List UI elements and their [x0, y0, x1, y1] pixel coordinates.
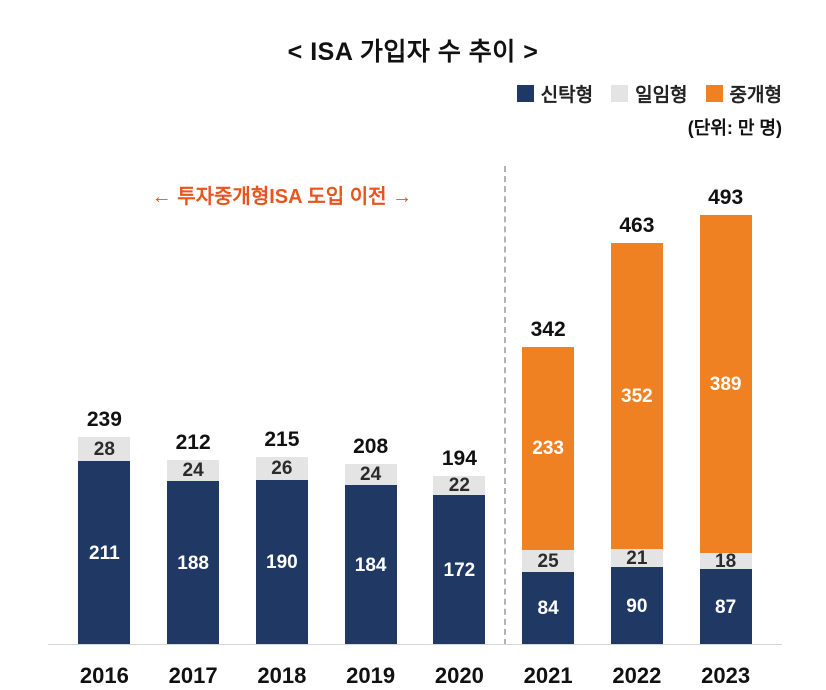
- segment-discretionary-2017: 24: [167, 460, 220, 481]
- bar-2023: 87 18 389: [699, 215, 752, 645]
- x-tick-2023: 2023: [701, 663, 751, 688]
- segment-value-trust-2017: 188: [177, 552, 209, 574]
- total-label-2016: 239: [86, 408, 122, 431]
- segment-value-trust-2016: 211: [89, 542, 120, 564]
- legend: 신탁형 일임형 중개형: [516, 80, 782, 107]
- segment-trust-2023: 87: [699, 569, 752, 645]
- total-label-2019: 208: [353, 435, 389, 458]
- x-tick-2017: 2017: [168, 663, 218, 688]
- segment-brokerage-2022: 352: [610, 243, 663, 549]
- segment-value-brokerage-2021: 233: [532, 438, 564, 459]
- x-axis-line: [48, 644, 782, 645]
- segment-trust-2020: 172: [433, 495, 486, 645]
- legend-swatch-trust: [516, 85, 534, 102]
- legend-swatch-discretionary: [611, 85, 629, 102]
- legend-label-brokerage: 중개형: [729, 85, 782, 106]
- legend-label-trust: 신탁형: [540, 85, 594, 106]
- bar-slot-2020: 194 172 22 2020: [415, 158, 504, 687]
- bar-slot-2018: 215 190 26 2018: [238, 158, 327, 687]
- bar-slot-2017: 212 188 24 2017: [149, 158, 238, 687]
- segment-discretionary-2019: 24: [344, 464, 397, 485]
- segment-value-brokerage-2023: 389: [709, 373, 742, 395]
- segment-value-trust-2018: 190: [266, 552, 298, 573]
- bar-slot-2016: 239 211 28 2016: [60, 158, 149, 687]
- segment-value-discretionary-2018: 26: [271, 458, 293, 479]
- segment-value-brokerage-2022: 352: [621, 385, 653, 407]
- x-tick-2021: 2021: [523, 663, 573, 688]
- x-tick-2022: 2022: [612, 663, 662, 688]
- bar-2016: 211 28: [78, 437, 131, 645]
- segment-value-discretionary-2020: 22: [448, 475, 470, 496]
- segment-value-discretionary-2023: 18: [715, 550, 737, 572]
- plot-area: ← 투자중개형ISA 도입 이전 → 239 211 28 2016 212 188 24 2…: [48, 158, 782, 687]
- segment-trust-2021: 84: [522, 572, 575, 645]
- legend-label-discretionary: 일임형: [635, 85, 688, 106]
- segment-value-trust-2022: 90: [626, 595, 648, 617]
- bar-2021: 84 25 233: [522, 347, 575, 645]
- bar-2017: 188 24: [167, 460, 220, 645]
- x-tick-2018: 2018: [257, 663, 307, 688]
- total-label-2021: 342: [530, 318, 566, 341]
- segment-trust-2016: 211: [78, 461, 131, 645]
- total-label-2020: 194: [441, 447, 477, 470]
- legend-item-discretionary: 일임형: [611, 80, 688, 107]
- segment-value-discretionary-2017: 24: [182, 460, 204, 481]
- segment-value-trust-2021: 84: [537, 598, 559, 619]
- segment-value-discretionary-2021: 25: [537, 550, 559, 572]
- total-label-2022: 463: [619, 214, 655, 237]
- bar-2018: 190 26: [255, 457, 308, 645]
- segment-discretionary-2023: 18: [699, 550, 752, 572]
- segment-brokerage-2023: 389: [699, 215, 752, 553]
- bar-2019: 184 24: [344, 464, 397, 645]
- segment-discretionary-2018: 26: [255, 457, 308, 480]
- segment-brokerage-2021: 233: [522, 347, 575, 550]
- bar-slot-2023: 493 87 18 389 2023: [681, 158, 770, 687]
- segment-discretionary-2020: 22: [433, 475, 486, 496]
- unit-label: (단위: 만 명): [687, 118, 782, 138]
- segment-discretionary-2021: 25: [522, 550, 575, 572]
- total-label-2023: 493: [708, 186, 744, 209]
- bar-slot-2019: 208 184 24 2019: [326, 158, 415, 687]
- segment-trust-2019: 184: [344, 485, 397, 645]
- legend-swatch-brokerage: [705, 85, 723, 102]
- bars-container: 239 211 28 2016 212 188 24 2017 215 190 26 2018 208 1…: [60, 158, 770, 687]
- segment-value-discretionary-2016: 28: [93, 438, 115, 460]
- x-tick-2016: 2016: [79, 663, 129, 688]
- introduction-divider-dashed-line: [503, 166, 506, 645]
- segment-value-trust-2020: 172: [443, 559, 476, 581]
- segment-discretionary-2022: 21: [610, 547, 663, 569]
- chart-title: < ISA 가입자 수 추이 >: [287, 38, 539, 66]
- x-tick-2019: 2019: [346, 663, 396, 688]
- bar-slot-2021: 342 84 25 233 2021: [504, 158, 593, 687]
- segment-value-discretionary-2019: 24: [360, 464, 382, 485]
- legend-item-brokerage: 중개형: [705, 80, 782, 107]
- total-label-2018: 215: [264, 428, 300, 451]
- segment-discretionary-2016: 28: [78, 437, 131, 461]
- bar-2022: 90 21 352: [610, 243, 663, 645]
- segment-trust-2018: 190: [255, 480, 308, 645]
- segment-value-trust-2019: 184: [354, 554, 387, 576]
- total-label-2017: 212: [175, 431, 211, 454]
- segment-trust-2022: 90: [610, 567, 663, 645]
- bar-2020: 172 22: [433, 475, 486, 645]
- segment-value-trust-2023: 87: [715, 596, 737, 618]
- legend-item-trust: 신탁형: [516, 80, 594, 107]
- pre-introduction-annotation: ← 투자중개형ISA 도입 이전 →: [151, 186, 413, 208]
- segment-value-discretionary-2022: 21: [626, 547, 648, 569]
- bar-slot-2022: 463 90 21 352 2022: [593, 158, 682, 687]
- x-tick-2020: 2020: [434, 663, 484, 688]
- segment-trust-2017: 188: [167, 481, 220, 645]
